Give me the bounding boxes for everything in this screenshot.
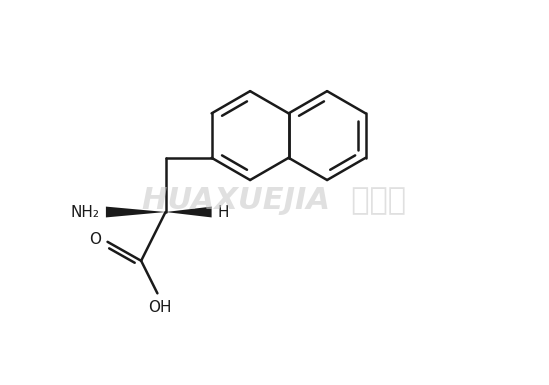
Text: H: H	[217, 204, 228, 219]
Text: O: O	[89, 232, 101, 247]
Polygon shape	[106, 207, 166, 218]
Text: OH: OH	[148, 300, 172, 315]
Text: HUAXUEJIA  化学加: HUAXUEJIA 化学加	[143, 186, 406, 215]
Text: NH₂: NH₂	[70, 204, 99, 219]
Polygon shape	[166, 207, 211, 218]
